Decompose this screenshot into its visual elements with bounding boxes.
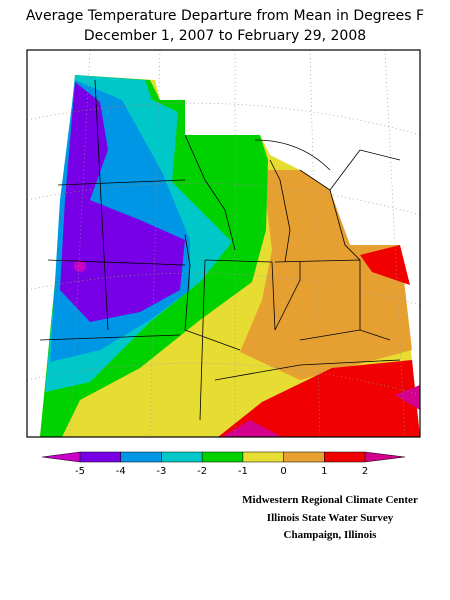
map-frame (26, 49, 421, 438)
map (26, 49, 421, 438)
colorbar-segment (283, 452, 325, 462)
colorbar-tick-label: -5 (75, 466, 85, 477)
colorbar-segment (324, 452, 365, 462)
colorbar-tick-label: 0 (280, 466, 286, 477)
colorbar-arrow (42, 452, 80, 462)
colorbar: -5 -4 -3 -2 -1 0 1 2 (41, 451, 406, 477)
region (222, 420, 282, 437)
colorbar-tick-label: 2 (362, 466, 368, 477)
credit-line: Illinois State Water Survey (267, 512, 394, 524)
title-line: December 1, 2007 to February 29, 2008 (84, 28, 366, 44)
colorbar-tick-label: -2 (197, 466, 207, 477)
state-borders (39, 79, 401, 421)
region (74, 260, 86, 272)
region (395, 385, 420, 410)
colorbar-arrow (365, 452, 405, 462)
colorbar-segment (120, 452, 162, 462)
colorbar-tick-label: -1 (238, 466, 248, 477)
colorbar-tick-label: -4 (116, 466, 126, 477)
credit-line: Midwestern Regional Climate Center (242, 494, 418, 506)
region (360, 245, 410, 285)
colorbar-segment (202, 452, 243, 462)
colorbar-segment (242, 452, 284, 462)
colorbar-segment (80, 452, 121, 462)
credit-line: Champaign, Illinois (284, 529, 378, 541)
colorbar-tick-label: -3 (156, 466, 166, 477)
colorbar-segment (161, 452, 203, 462)
colorbar-tick-label: 1 (321, 466, 327, 477)
title-line: Average Temperature Departure from Mean … (26, 8, 424, 24)
region (60, 82, 185, 322)
region (240, 170, 412, 380)
